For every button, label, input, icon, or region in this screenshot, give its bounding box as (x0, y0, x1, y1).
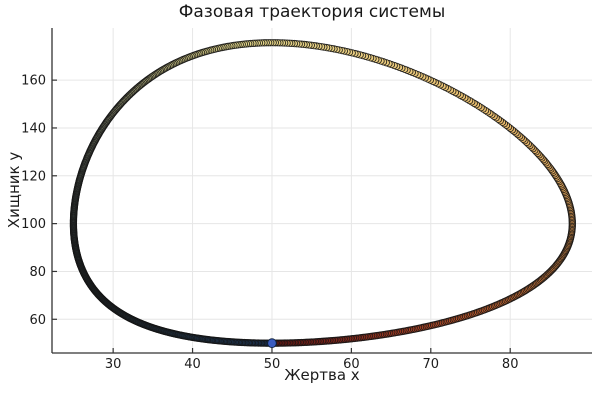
x-tick-label: 60 (343, 357, 360, 372)
x-tick-label: 30 (105, 357, 122, 372)
y-tick-label: 160 (21, 74, 46, 89)
y-tick-label: 100 (21, 217, 46, 232)
x-tick-label: 80 (502, 357, 519, 372)
chart-title: Фазовая траектория системы (178, 2, 446, 22)
x-axis-label: Жертва x (284, 366, 360, 384)
y-axis-label: Хищник y (5, 151, 23, 229)
y-tick-label: 80 (29, 265, 46, 280)
x-tick-label: 70 (423, 357, 440, 372)
x-tick-label: 50 (264, 357, 281, 372)
start-point-marker (267, 338, 277, 349)
y-tick-label: 120 (21, 169, 46, 184)
y-tick-label: 60 (29, 313, 46, 328)
x-tick-label: 40 (184, 357, 201, 372)
y-tick-label: 140 (21, 121, 46, 136)
